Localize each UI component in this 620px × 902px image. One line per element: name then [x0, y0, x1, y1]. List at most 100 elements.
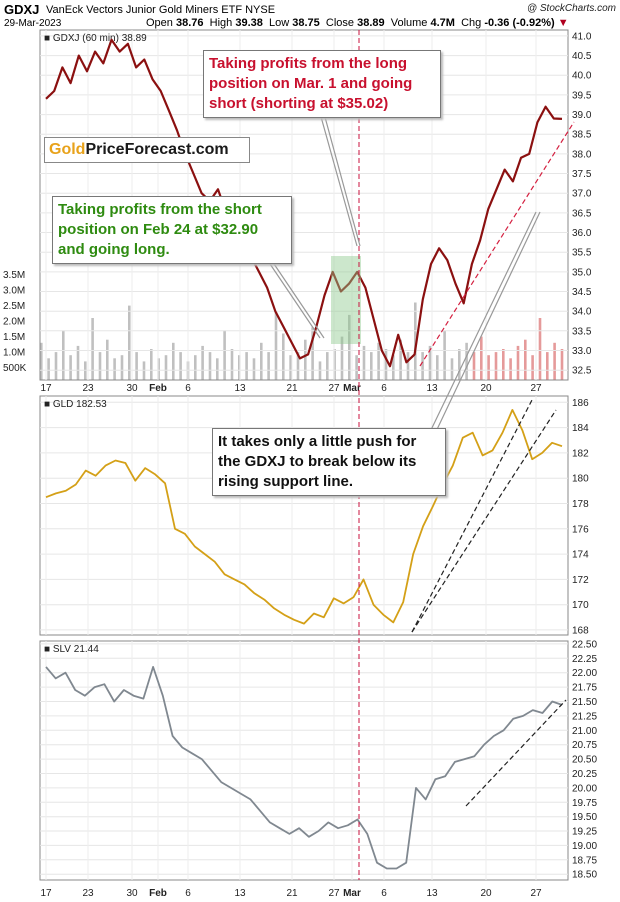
volume-bar — [267, 352, 270, 380]
long-position-zone — [331, 256, 361, 344]
y-tick-label: 22.25 — [572, 654, 597, 665]
y-tick-label: 38.5 — [572, 130, 592, 141]
y-tick-label: 36.0 — [572, 228, 592, 239]
volume-bar — [91, 318, 94, 380]
chart-header: GDXJ VanEck Vectors Junior Gold Miners E… — [0, 0, 620, 30]
callout-pointer — [265, 257, 321, 339]
volume-bar — [216, 358, 219, 380]
x-tick-label: 13 — [426, 888, 438, 899]
volume-bar — [502, 349, 505, 380]
callout-pointer — [429, 211, 537, 433]
y-tick-label: 41.0 — [572, 31, 592, 42]
panel-legend: ■ GLD 182.53 — [44, 399, 107, 410]
y-tick-label: 22.00 — [572, 668, 597, 679]
y-tick-label: 38.0 — [572, 149, 592, 160]
volume-bar — [406, 352, 410, 380]
volume-bar — [201, 345, 204, 380]
x-tick-label: 6 — [381, 383, 387, 394]
y-tick-label: 36.5 — [572, 208, 592, 219]
y-tick-label: 20.75 — [572, 740, 597, 751]
volume-bar — [472, 352, 476, 380]
x-tick-label: 6 — [381, 888, 387, 899]
volume-bar — [260, 342, 263, 380]
volume-bar — [494, 352, 498, 380]
volume-tick-label: 3.0M — [3, 286, 25, 297]
volume-tick-label: 1.0M — [3, 348, 25, 359]
y-tick-label: 39.5 — [572, 90, 592, 101]
x-tick-label: 23 — [82, 888, 94, 899]
panel-frame — [39, 29, 569, 381]
volume-bar — [76, 345, 80, 380]
x-tick-label: 6 — [185, 383, 191, 394]
high-label: High — [209, 17, 233, 29]
volume-tick-label: 1.5M — [3, 332, 25, 343]
y-tick-label: 18.75 — [572, 855, 597, 866]
x-tick-label: Mar — [343, 888, 361, 899]
volume-bar — [450, 358, 454, 380]
volume-bar — [172, 342, 175, 380]
volume-bar — [135, 352, 138, 380]
volume-bar — [282, 333, 285, 380]
callout-pointer — [321, 105, 361, 247]
volume-bar — [164, 355, 168, 380]
down-arrow-icon: ▼ — [557, 17, 569, 29]
volume-bar — [289, 355, 292, 380]
volume-bar — [487, 355, 490, 380]
volume-bar — [553, 342, 556, 380]
open-value: 38.76 — [175, 17, 204, 29]
x-tick-label: 21 — [286, 383, 298, 394]
x-tick-label: Mar — [343, 383, 361, 394]
y-tick-label: 180 — [572, 474, 589, 485]
y-tick-label: 19.25 — [572, 827, 597, 838]
volume-value: 4.7M — [430, 17, 455, 29]
volume-bar — [274, 311, 278, 380]
volume-bar — [370, 352, 373, 380]
volume-bar — [392, 355, 395, 380]
volume-bar — [326, 352, 329, 380]
panel-legend: ■ GDXJ (60 min) 38.89 — [44, 33, 147, 44]
volume-bar — [304, 339, 307, 380]
volume-tick-label: 2.5M — [3, 301, 25, 312]
x-tick-label: 13 — [234, 383, 246, 394]
volume-bar — [414, 302, 417, 380]
y-tick-label: 174 — [572, 550, 589, 561]
annotation-short-exit: Taking profits from the short position o… — [52, 196, 292, 264]
watermark: @ StockCharts.com — [526, 3, 616, 14]
logo-gold: Gold — [49, 141, 86, 158]
callout-pointer — [269, 257, 325, 339]
y-tick-label: 170 — [572, 600, 589, 611]
volume-bar — [531, 355, 534, 380]
panel-frame — [39, 395, 569, 636]
volume-label: Volume — [390, 17, 428, 29]
logo-rest: PriceForecast.com — [85, 141, 229, 158]
volume-bar — [238, 355, 241, 380]
volume-tick-label: 3.5M — [3, 270, 25, 281]
low-label: Low — [268, 17, 290, 29]
brand-logo: GoldPriceForecast.com — [44, 137, 250, 163]
chg-value: -0.36 (-0.92%) — [484, 17, 555, 29]
volume-bar — [245, 352, 248, 380]
low-value: 38.75 — [292, 17, 320, 29]
volume-bar — [252, 358, 256, 380]
volume-bar — [69, 355, 72, 380]
y-tick-label: 19.00 — [572, 841, 597, 852]
volume-bar — [106, 339, 109, 380]
y-tick-label: 18.50 — [572, 870, 597, 881]
y-tick-label: 33.0 — [572, 346, 592, 357]
volume-bar — [421, 352, 424, 380]
volume-tick-label: 2.0M — [3, 317, 25, 328]
annotation-long-exit: Taking profits from the long position on… — [203, 50, 441, 118]
volume-bar — [311, 327, 314, 380]
volume-bar — [480, 336, 483, 380]
x-tick-label: 23 — [82, 383, 94, 394]
y-tick-label: 32.5 — [572, 366, 592, 377]
y-tick-label: 172 — [572, 575, 589, 586]
y-tick-label: 22.50 — [572, 639, 597, 650]
quote-date: 29-Mar-2023 — [4, 18, 62, 29]
volume-bar — [62, 330, 65, 380]
volume-bar — [333, 349, 336, 380]
volume-bar — [384, 349, 388, 380]
volume-bar — [296, 352, 300, 380]
high-value: 39.38 — [235, 17, 263, 29]
